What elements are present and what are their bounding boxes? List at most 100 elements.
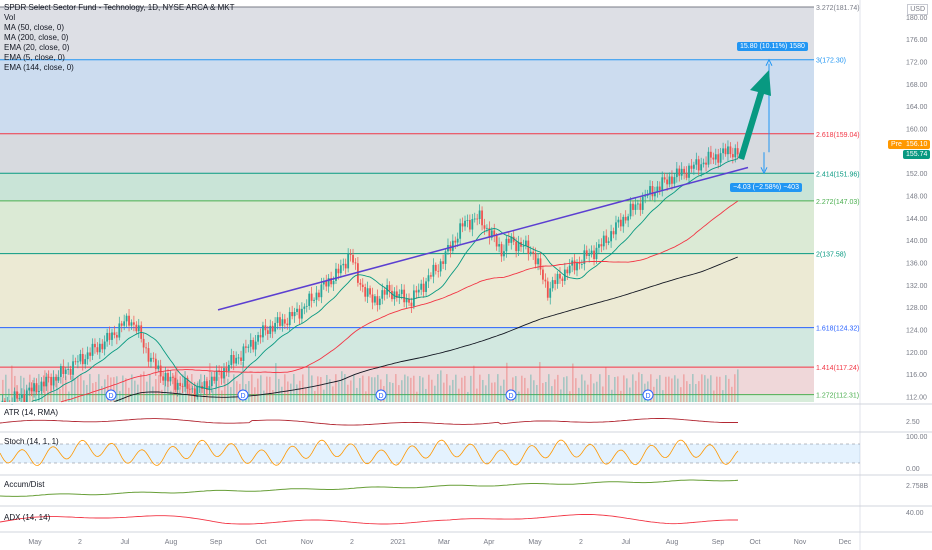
candle-body — [325, 281, 328, 287]
stoch-line — [0, 439, 739, 466]
volume-bar — [479, 374, 481, 402]
candle-body — [576, 262, 578, 271]
candle-body — [561, 278, 564, 281]
volume-bar — [503, 379, 505, 402]
volume-bar — [341, 371, 343, 402]
indicator-ma200[interactable]: MA (200, close, 0) — [4, 33, 69, 42]
volume-bar — [593, 383, 595, 402]
fib-zone — [0, 173, 814, 201]
volume-bar — [347, 384, 349, 402]
candle-body — [186, 377, 189, 389]
adx-label[interactable]: ADX (14, 14) — [4, 513, 51, 522]
accum-dist-label[interactable]: Accum/Dist — [4, 480, 45, 489]
candle-body — [291, 311, 294, 317]
volume-bar — [671, 378, 673, 402]
price-tick-label: 128.00 — [906, 305, 928, 312]
candle-body — [310, 293, 313, 301]
volume-bar — [176, 366, 178, 402]
volume-bar — [62, 377, 64, 402]
volume-bar — [542, 383, 544, 402]
candle-body — [731, 154, 734, 158]
volume-bar — [164, 376, 166, 402]
volume-bar — [497, 374, 499, 402]
candle-body — [274, 322, 277, 332]
indicator-ema5[interactable]: EMA (5, close, 0) — [4, 53, 65, 62]
candle-body — [223, 368, 225, 379]
volume-bar — [710, 375, 712, 402]
indicator-ma50[interactable]: MA (50, close, 0) — [4, 23, 65, 32]
candle-body — [466, 220, 469, 221]
candle-body — [191, 388, 194, 390]
candle-body — [636, 203, 639, 205]
fib-zone — [0, 7, 814, 60]
volume-bar — [698, 381, 700, 402]
candle-body — [79, 353, 82, 362]
candle-body — [293, 312, 296, 317]
candle-body — [108, 332, 111, 340]
candle-body — [464, 220, 466, 227]
volume-bar — [32, 380, 34, 402]
candle-body — [320, 284, 323, 298]
symbol-title[interactable]: SPDR Select Sector Fund - Technology, 1D… — [4, 3, 235, 12]
indicator-ema144[interactable]: EMA (144, close, 0) — [4, 63, 74, 72]
time-axis-label: Oct — [256, 539, 267, 546]
indicator-vol[interactable]: Vol — [4, 13, 16, 22]
currency-button[interactable]: USD — [907, 4, 928, 15]
pane-tick-label: 0.00 — [906, 466, 920, 473]
candle-body — [568, 265, 571, 274]
time-axis-label: Oct — [750, 539, 761, 546]
volume-bar — [737, 369, 739, 402]
candle-body — [624, 216, 627, 221]
volume-bar — [74, 377, 76, 402]
candle-body — [412, 290, 415, 307]
candle-body — [303, 306, 306, 309]
candle-body — [583, 250, 586, 265]
measure-up-label[interactable]: 15.80 (10.11%) 1580 — [737, 42, 808, 51]
candle-body — [84, 359, 87, 365]
pane-tick-label: 100.00 — [906, 434, 928, 441]
volume-bar — [296, 384, 298, 402]
volume-bar — [650, 374, 652, 402]
candle-body — [510, 236, 513, 243]
fib-zone — [0, 367, 814, 395]
volume-bar — [656, 378, 658, 402]
volume-bar — [281, 386, 283, 402]
fib-zone — [0, 133, 814, 174]
candle-body — [215, 370, 218, 381]
volume-bar — [44, 370, 46, 402]
candle-body — [225, 368, 228, 372]
candle-body — [590, 250, 593, 255]
stoch-label[interactable]: Stoch (14, 1, 1) — [4, 437, 59, 446]
volume-bar — [152, 386, 154, 402]
indicator-ema20[interactable]: EMA (20, close, 0) — [4, 43, 70, 52]
volume-bar — [101, 386, 103, 402]
candle-body — [688, 165, 690, 178]
volume-bar — [725, 375, 727, 402]
candle-body — [690, 165, 693, 169]
candle-body — [588, 254, 591, 256]
volume-bar — [539, 362, 541, 402]
candle-body — [692, 164, 695, 169]
volume-bar — [611, 389, 613, 402]
volume-bar — [365, 391, 367, 402]
candle-body — [344, 263, 347, 269]
volume-bar — [266, 376, 268, 402]
volume-bar — [440, 370, 442, 402]
candle-body — [159, 365, 162, 377]
volume-bar — [560, 389, 562, 402]
measure-down-label[interactable]: −4.03 (−2.58%) −403 — [730, 183, 802, 192]
volume-bar — [494, 382, 496, 402]
candle-body — [617, 219, 620, 223]
candle-body — [395, 291, 398, 298]
atr-label[interactable]: ATR (14, RMA) — [4, 408, 59, 417]
candle-body — [81, 353, 84, 365]
volume-bar — [386, 374, 388, 402]
candle-body — [537, 258, 539, 265]
volume-bar — [356, 387, 358, 402]
dividend-marker-label: D — [379, 393, 384, 400]
candle-body — [427, 275, 430, 282]
volume-bar — [209, 363, 211, 402]
candle-body — [473, 218, 476, 220]
price-tick-label: 180.00 — [906, 15, 928, 22]
